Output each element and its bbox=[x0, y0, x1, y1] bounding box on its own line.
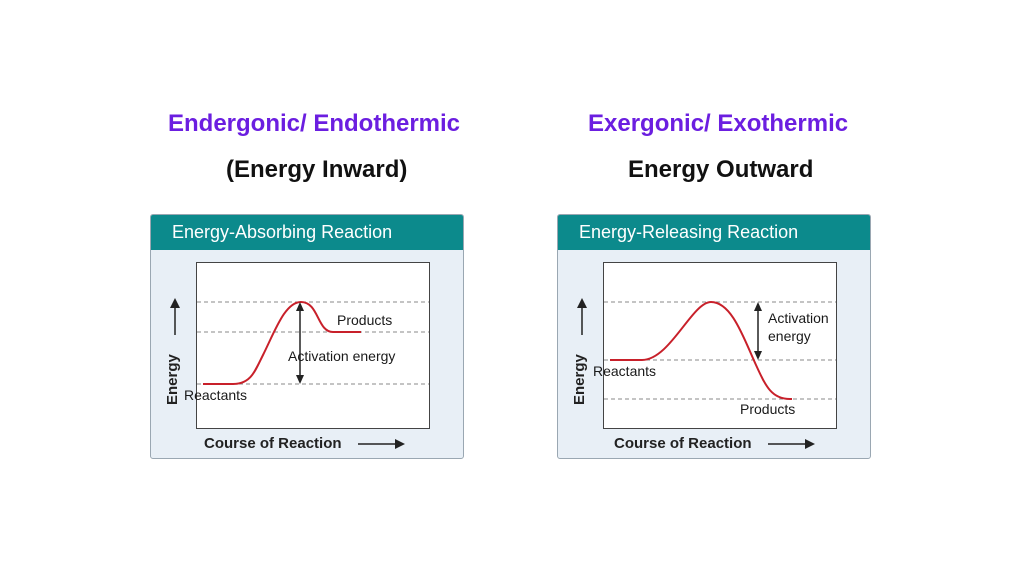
reaction-curve bbox=[203, 300, 361, 385]
x-axis-title: Course of Reaction bbox=[614, 435, 752, 452]
x-axis-title: Course of Reaction bbox=[204, 435, 342, 452]
y-axis-arrow-head bbox=[577, 298, 587, 308]
activation-energy-label: Activation energy bbox=[288, 348, 396, 364]
plot-area bbox=[603, 262, 837, 429]
y-axis-title: Energy bbox=[164, 354, 181, 405]
exergonic-diagram: Energy-Releasing Reaction Activation ene… bbox=[557, 214, 871, 459]
plot-area bbox=[196, 262, 430, 429]
products-label: Products bbox=[740, 401, 796, 417]
activation-label-line1: Activation bbox=[768, 310, 829, 326]
x-axis-arrow-head bbox=[805, 439, 815, 449]
x-axis-arrow-head bbox=[395, 439, 405, 449]
arrow-head-up bbox=[754, 302, 762, 311]
energy-diagram-graphics bbox=[577, 298, 836, 449]
arrow-head-down bbox=[296, 375, 304, 384]
arrow-head-up bbox=[296, 302, 304, 311]
y-axis-title: Energy bbox=[571, 354, 588, 405]
energy-diagram-graphics bbox=[170, 298, 429, 449]
products-label: Products bbox=[337, 312, 393, 328]
endergonic-diagram: Energy-Absorbing Reaction Products Activ… bbox=[150, 214, 464, 459]
reactants-label: Reactants bbox=[593, 363, 657, 379]
right-heading: Exergonic/ Exothermic bbox=[588, 110, 849, 137]
activation-label-line2: energy bbox=[768, 328, 811, 344]
left-subheading: (Energy Inward) bbox=[226, 156, 408, 183]
reaction-curve bbox=[610, 300, 792, 400]
left-heading: Endergonic/ Endothermic bbox=[168, 110, 461, 137]
panel-title: Energy-Releasing Reaction bbox=[558, 215, 870, 250]
y-axis-arrow-head bbox=[170, 298, 180, 308]
arrow-head-down bbox=[754, 351, 762, 360]
right-subheading: Energy Outward bbox=[628, 156, 814, 183]
reactants-label: Reactants bbox=[184, 387, 248, 403]
panel-title: Energy-Absorbing Reaction bbox=[151, 215, 463, 250]
